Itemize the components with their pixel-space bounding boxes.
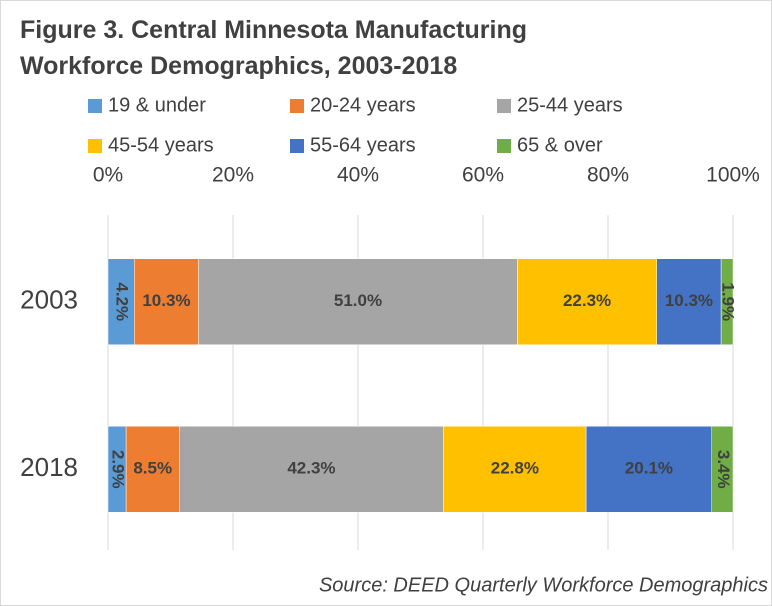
x-tick-label: 0% [93, 164, 123, 187]
legend-label: 55-64 years [310, 134, 416, 156]
bar-segment [720, 258, 734, 345]
legend-swatch [290, 99, 304, 113]
x-tick-label: 100% [706, 164, 760, 187]
chart-title: Figure 3. Central Minnesota Manufacturin… [20, 16, 527, 80]
legend-label: 45-54 years [108, 134, 214, 156]
bar-segment [125, 426, 180, 513]
bar-segment [179, 426, 444, 513]
bar-segment [656, 258, 722, 345]
bar-segment [107, 258, 135, 345]
legend-label: 20-24 years [310, 94, 416, 116]
data-label: 4.2% [113, 282, 132, 321]
data-label: 10.3% [665, 291, 713, 310]
data-label: 22.3% [563, 291, 611, 310]
legend-swatch [497, 139, 511, 153]
source-note: Source: DEED Quarterly Workforce Demogra… [319, 574, 768, 596]
legend-swatch [290, 139, 304, 153]
data-label: 3.4% [714, 450, 733, 489]
legend-swatch [497, 99, 511, 113]
y-tick-label: 2003 [20, 285, 78, 315]
x-tick-label: 80% [587, 164, 629, 187]
bar-segment [134, 258, 199, 345]
data-label: 22.8% [491, 459, 539, 478]
x-tick-label: 60% [462, 164, 504, 187]
bar-segment [443, 426, 587, 513]
y-tick-label: 2018 [20, 452, 78, 482]
data-label: 51.0% [334, 291, 382, 310]
data-label: 2.9% [109, 450, 128, 489]
legend-label: 19 & under [108, 94, 206, 116]
data-label: 8.5% [133, 459, 172, 478]
bar-segment [585, 426, 712, 513]
data-label: 42.3% [287, 459, 335, 478]
data-label: 20.1% [625, 459, 673, 478]
bar-segment [517, 258, 657, 345]
bar-segment [198, 258, 518, 345]
legend-swatch [88, 99, 102, 113]
legend-label: 65 & over [517, 134, 603, 156]
x-tick-label: 40% [337, 164, 379, 187]
data-label: 10.3% [142, 291, 190, 310]
x-tick-label: 20% [212, 164, 254, 187]
bar-segment [711, 426, 734, 513]
data-label: 1.9% [719, 282, 738, 321]
legend-swatch [88, 139, 102, 153]
legend-label: 25-44 years [517, 94, 623, 116]
